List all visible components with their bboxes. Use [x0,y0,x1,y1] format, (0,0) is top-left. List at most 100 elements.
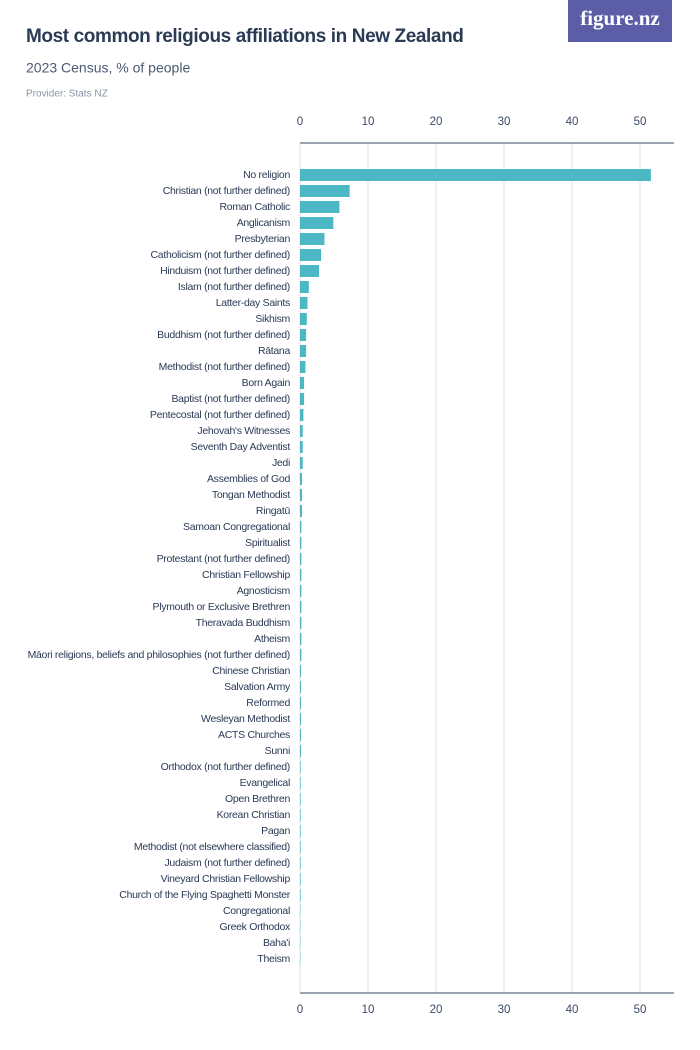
bar [300,393,305,405]
x-tick-label: 50 [634,1004,647,1016]
category-label: Christian (not further defined) [163,185,290,197]
bar [300,633,302,645]
category-label: Protestant (not further defined) [157,553,290,565]
bar [300,169,651,181]
category-label: Chinese Christian [212,665,290,677]
category-label: Islam (not further defined) [178,281,290,293]
category-label: Reformed [246,697,290,709]
bar [300,361,306,373]
bar [300,777,301,789]
provider: Provider: Stats NZ [26,89,108,100]
bar [300,297,308,309]
bar [300,857,301,869]
category-label: Baha'i [263,937,290,949]
bar [300,745,302,757]
category-label: Christian Fellowship [202,569,290,581]
bar [300,825,301,837]
bar [300,329,307,341]
category-label: Roman Catholic [220,201,291,213]
bar [300,841,301,853]
bar [300,601,302,613]
category-label: Baptist (not further defined) [171,393,290,405]
category-label: Assemblies of God [207,473,290,485]
category-label: Anglicanism [237,217,291,229]
chart-subtitle: 2023 Census, % of people [26,60,190,76]
x-tick-label: 30 [498,1004,511,1016]
x-tick-label: 0 [297,116,303,128]
chart-title: Most common religious affiliations in Ne… [26,26,464,47]
category-label: Ringatū [256,505,291,517]
x-tick-label: 10 [362,1004,375,1016]
category-label: Korean Christian [217,809,291,821]
bar [300,761,301,773]
bar [300,889,301,901]
category-label: Theravada Buddhism [196,617,291,629]
category-label: Wesleyan Methodist [201,713,290,725]
x-tick-label: 40 [566,1004,579,1016]
category-label: Catholicism (not further defined) [151,249,291,261]
bar [300,345,307,357]
category-label: Jedi [272,457,290,469]
bar [300,873,301,885]
category-label: Vineyard Christian Fellowship [161,873,291,885]
bar [300,313,307,325]
bar [300,649,302,661]
category-label: Born Again [242,377,291,389]
category-label: Sunni [265,745,290,757]
bar [300,537,302,549]
x-tick-label: 20 [430,1004,443,1016]
bar [300,489,303,501]
bar [300,521,302,533]
category-label: Plymouth or Exclusive Brethren [153,601,291,613]
bar [300,425,303,437]
bar [300,713,302,725]
category-label: Orthodox (not further defined) [161,761,290,773]
category-label: Latter-day Saints [216,297,290,309]
category-label: Presbyterian [235,233,291,245]
category-label: Open Brethren [225,793,290,805]
x-tick-label: 0 [297,1004,303,1016]
category-label: Judaism (not further defined) [164,857,290,869]
category-label: Samoan Congregational [183,521,290,533]
bar [300,377,305,389]
bar [300,441,303,453]
bar [300,729,302,741]
bar [300,233,325,245]
category-label: Atheism [254,633,290,645]
x-tick-label: 10 [362,116,375,128]
bar [300,457,303,469]
bar [300,505,303,517]
category-label: Congregational [223,905,290,917]
bar [300,473,303,485]
x-tick-label: 20 [430,116,443,128]
category-label: No religion [243,169,290,181]
category-label: Māori religions, beliefs and philosophie… [28,649,290,661]
bar [300,809,301,821]
bar [300,281,309,293]
bar [300,585,302,597]
bar [300,553,302,565]
x-tick-label: 30 [498,116,511,128]
category-label: Jehovah's Witnesses [197,425,290,437]
category-label: Hinduism (not further defined) [160,265,290,277]
logo: figure.nz [580,6,660,30]
category-label: Rātana [258,345,291,357]
bar [300,793,301,805]
category-label: Evangelical [240,777,290,789]
bar [300,217,334,229]
bar [300,185,350,197]
bar [300,201,340,213]
bar [300,681,302,693]
bar [300,569,302,581]
bar [300,265,320,277]
category-label: ACTS Churches [218,729,290,741]
bar [300,249,322,261]
category-label: Pagan [261,825,290,837]
category-label: Greek Orthodox [220,921,292,933]
bar [300,409,304,421]
logo-box [568,0,672,42]
category-label: Sikhism [255,313,290,325]
category-label: Pentecostal (not further defined) [150,409,290,421]
category-label: Tongan Methodist [212,489,290,501]
